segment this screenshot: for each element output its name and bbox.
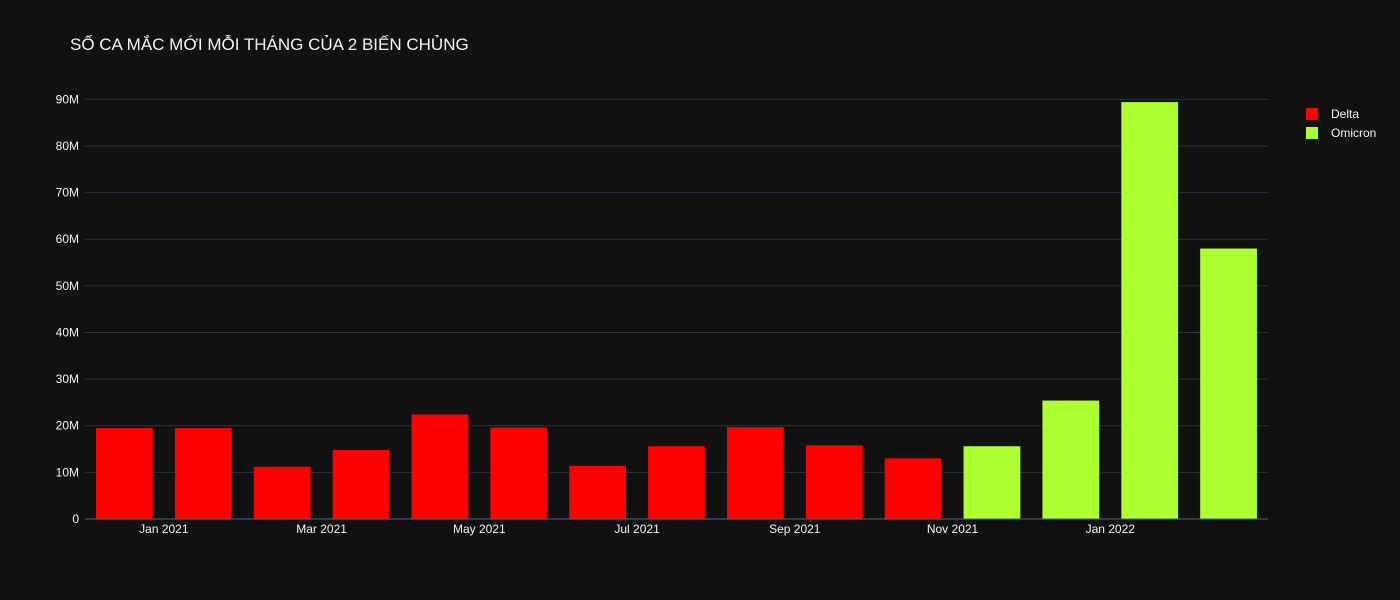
y-tick-label: 90M xyxy=(56,92,79,106)
y-tick-label: 20M xyxy=(56,419,79,433)
bar-omicron[interactable] xyxy=(1200,248,1257,519)
bar-delta[interactable] xyxy=(569,465,627,519)
legend-swatch xyxy=(1306,108,1318,120)
bar-delta[interactable] xyxy=(726,427,784,519)
y-tick-label: 50M xyxy=(56,279,79,293)
bar-delta[interactable] xyxy=(96,428,153,519)
x-tick-label: Nov 2021 xyxy=(927,522,979,536)
bars xyxy=(96,102,1257,520)
y-tick-label: 30M xyxy=(56,372,79,386)
x-tick-label: Sep 2021 xyxy=(769,522,821,536)
legend-item-delta[interactable]: Delta xyxy=(1306,107,1359,121)
y-tick-label: 40M xyxy=(56,325,79,339)
y-tick-label: 70M xyxy=(56,186,79,200)
bar-delta[interactable] xyxy=(805,445,863,519)
bar-delta[interactable] xyxy=(884,458,942,519)
y-tick-label: 60M xyxy=(56,232,79,246)
legend-item-omicron[interactable]: Omicron xyxy=(1306,126,1376,140)
x-tick-label: Jul 2021 xyxy=(614,522,660,536)
bar-delta[interactable] xyxy=(174,428,232,519)
bar-delta[interactable] xyxy=(411,414,469,519)
x-tick-label: Mar 2021 xyxy=(296,522,347,536)
bar-omicron[interactable] xyxy=(1121,102,1179,520)
bar-delta[interactable] xyxy=(332,449,390,519)
bar-delta[interactable] xyxy=(490,427,548,519)
x-tick-label: May 2021 xyxy=(453,522,506,536)
legend-label: Omicron xyxy=(1331,126,1376,140)
y-tick-label: 10M xyxy=(56,465,79,479)
y-tick-label: 80M xyxy=(56,139,79,153)
bar-omicron[interactable] xyxy=(963,446,1021,519)
chart-title: SỐ CA MẮC MỚI MỖI THÁNG CỦA 2 BIẾN CHỦNG xyxy=(70,34,469,54)
legend-label: Delta xyxy=(1331,107,1359,121)
legend: Delta Omicron xyxy=(1306,107,1376,140)
bar-delta[interactable] xyxy=(648,446,705,519)
x-tick-label: Jan 2022 xyxy=(1086,522,1136,536)
x-axis-ticks: Jan 2021 Mar 2021 May 2021 Jul 2021 Sep 2021… xyxy=(139,522,1135,536)
bar-delta[interactable] xyxy=(253,466,311,519)
x-tick-label: Jan 2021 xyxy=(139,522,189,536)
legend-swatch xyxy=(1306,127,1318,139)
gridlines xyxy=(85,98,1268,473)
bar-omicron[interactable] xyxy=(1042,400,1100,519)
y-tick-label: 0 xyxy=(72,512,79,526)
y-axis-ticks: 0 10M 20M 30M 40M 50M 60M 70M 80M 90M xyxy=(56,92,80,526)
